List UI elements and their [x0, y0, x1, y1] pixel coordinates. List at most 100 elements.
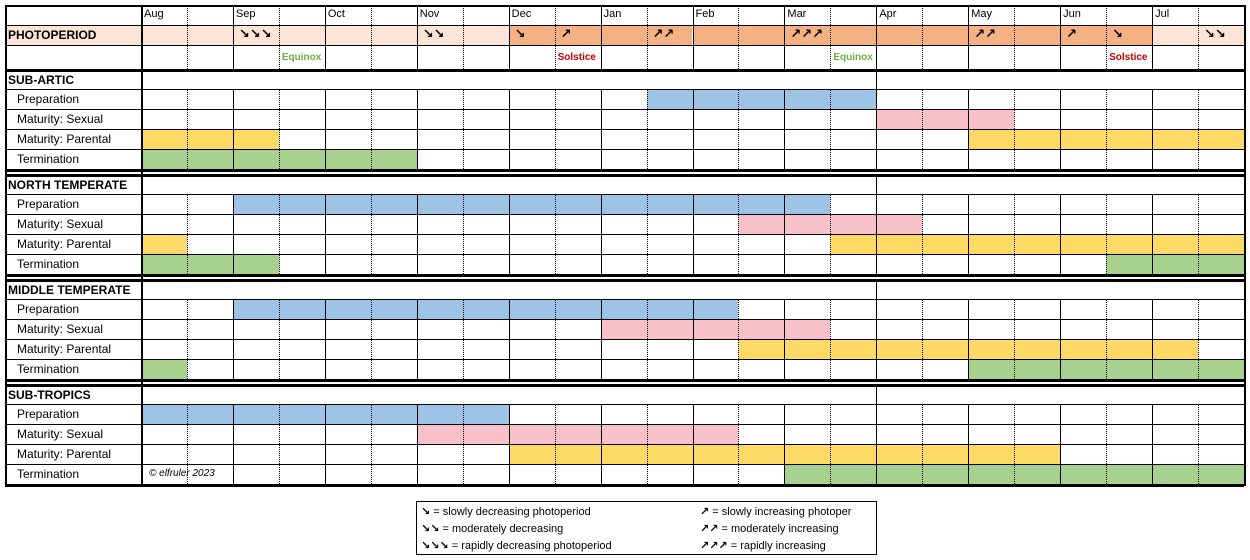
- legend-item: ↗↗↗ = rapidly increasing: [700, 540, 826, 552]
- grid-line: [968, 299, 970, 379]
- grid-line: [5, 149, 1244, 150]
- grid-line: [646, 89, 648, 169]
- preparation-bar: [232, 299, 739, 319]
- parental-bar: [141, 234, 187, 254]
- grid-line: [1060, 89, 1062, 169]
- grid-line: [876, 89, 878, 169]
- month-label: Sep: [235, 8, 256, 20]
- grid-line: [738, 299, 740, 379]
- grid-line: [416, 5, 418, 69]
- month-label: Dec: [511, 8, 532, 20]
- grid-line: [692, 404, 694, 484]
- month-label: Mar: [787, 8, 807, 20]
- stage-label: Maturity: Sexual: [17, 112, 104, 126]
- grid-line: [1106, 194, 1108, 274]
- legend-text: = rapidly decreasing photoperiod: [448, 540, 612, 552]
- grid-line: [324, 299, 326, 379]
- grid-line: [232, 404, 234, 484]
- grid-line: [5, 424, 1244, 425]
- region-divider: [5, 174, 1244, 177]
- label-divider: [141, 5, 143, 486]
- grid-line: [968, 404, 970, 484]
- photoperiod-arrow-icon: ↘: [514, 27, 526, 42]
- grid-line: [508, 299, 510, 379]
- sexual-bar: [416, 424, 739, 444]
- grid-line: [876, 194, 878, 274]
- grid-line: [784, 194, 786, 274]
- photoperiod-arrow-icon: ↘↘: [422, 27, 445, 42]
- grid-line: [922, 89, 924, 169]
- photoperiod-arrow-icon: ↘: [1112, 27, 1124, 42]
- sexual-bar: [600, 319, 831, 339]
- region-divider: [5, 279, 1244, 282]
- grid-line: [278, 404, 280, 484]
- grid-line: [5, 299, 1244, 300]
- grid-line: [554, 89, 556, 169]
- stage-label: Maturity: Parental: [17, 237, 112, 251]
- grid-line: [5, 339, 1244, 340]
- stage-label: Preparation: [17, 407, 80, 421]
- moderate-decrease-icon: ↘↘: [421, 522, 440, 535]
- grid-line: [5, 169, 1244, 172]
- month-label: Oct: [327, 8, 345, 20]
- event-label: Solstice: [1109, 52, 1148, 63]
- grid-line: [830, 194, 832, 274]
- grid-line: [1198, 89, 1200, 169]
- grid-line: [1060, 404, 1062, 484]
- photoperiod-cell: [278, 25, 325, 45]
- grid-line: [600, 5, 602, 69]
- grid-line: [186, 299, 188, 379]
- legend-text: = slowly decreasing photoperiod: [430, 506, 591, 518]
- grid-line: [646, 299, 648, 379]
- photoperiod-cell: [692, 25, 739, 45]
- copyright-text: © elfruler 2023: [149, 468, 215, 479]
- region-title: SUB-TROPICS: [8, 388, 91, 402]
- stage-label: Maturity: Sexual: [17, 217, 104, 231]
- stage-label: Preparation: [17, 302, 80, 316]
- photoperiod-cell: [830, 25, 877, 45]
- photoperiod-cell: [876, 25, 923, 45]
- legend-item: ↘↘↘ = rapidly decreasing photoperiod: [421, 540, 612, 552]
- grid-line: [508, 89, 510, 169]
- grid-line: [1106, 5, 1108, 69]
- top-border: [5, 5, 1244, 7]
- preparation-bar: [646, 89, 877, 109]
- grid-line: [186, 194, 188, 274]
- stage-label: Termination: [17, 152, 80, 166]
- grid-line: [784, 404, 786, 484]
- grid-line: [5, 25, 1244, 26]
- grid-line: [1198, 299, 1200, 379]
- grid-line: [922, 5, 924, 69]
- grid-line: [416, 89, 418, 169]
- grid-line: [324, 194, 326, 274]
- legend-text: = rapidly increasing: [727, 540, 826, 552]
- month-label: Apr: [879, 8, 897, 20]
- photoperiod-cell: [462, 25, 509, 45]
- photoperiod-cell: [1060, 25, 1107, 45]
- grid-line: [600, 89, 602, 169]
- legend-text: = moderately increasing: [718, 523, 839, 535]
- photoperiod-cell: [508, 25, 555, 45]
- grid-line: [5, 129, 1244, 130]
- grid-line: [416, 404, 418, 484]
- grid-line: [5, 45, 1244, 46]
- region-divider: [5, 384, 1244, 387]
- grid-line: [462, 5, 464, 69]
- grid-line: [5, 194, 1244, 195]
- seasonal-calendar-grid: Aug Sep Oct Nov Dec Jan Feb Mar Apr May Jun Jul PHOT…: [5, 5, 1246, 487]
- grid-line: [646, 404, 648, 484]
- termination-bar: [784, 464, 1244, 484]
- grid-line: [554, 5, 556, 69]
- photoperiod-cell: [600, 25, 647, 45]
- month-label: May: [971, 8, 993, 20]
- grid-line: [1014, 299, 1016, 379]
- event-label: Solstice: [557, 52, 596, 63]
- stage-label: Maturity: Parental: [17, 342, 112, 356]
- grid-line: [5, 254, 1244, 255]
- grid-line: [5, 274, 1244, 277]
- grid-line: [922, 194, 924, 274]
- grid-line: [5, 379, 1244, 382]
- month-label: Aug: [144, 8, 164, 20]
- event-label: Equinox: [281, 52, 322, 63]
- legend: ↘ = slowly decreasing photoperiod ↘↘ = m…: [416, 501, 877, 555]
